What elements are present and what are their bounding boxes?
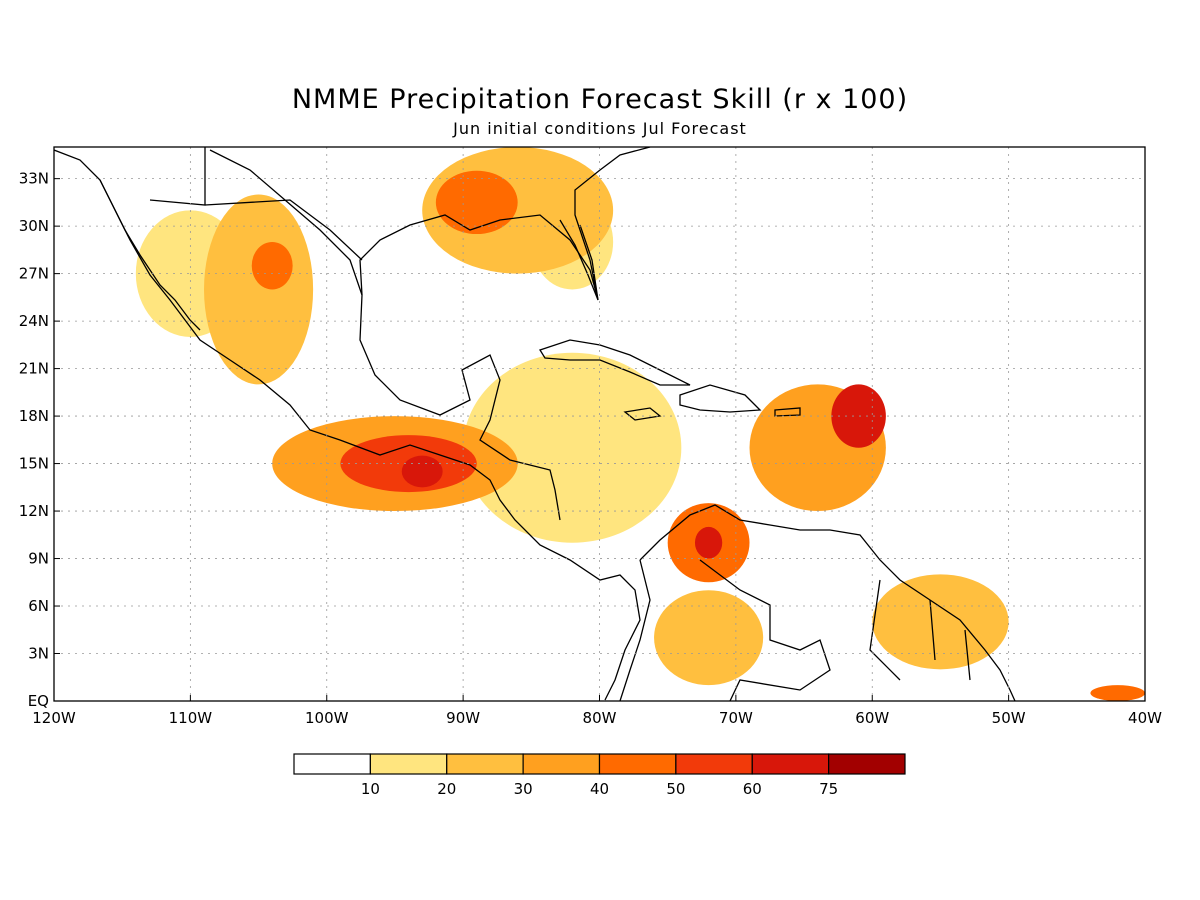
coastline-puerto-rico bbox=[774, 407, 801, 417]
lon-tick-label: 100W bbox=[305, 709, 349, 727]
coastline-florida bbox=[559, 219, 599, 301]
coastline-mexico-pacific bbox=[54, 149, 641, 701]
colorbar-label: 50 bbox=[666, 780, 685, 798]
coastline-us-gulf bbox=[359, 147, 651, 301]
lon-tick-label: 70W bbox=[719, 709, 753, 727]
coastline-baja bbox=[99, 179, 201, 331]
colorbar-label: 20 bbox=[437, 780, 456, 798]
colorbar-label: 60 bbox=[743, 780, 762, 798]
colorbar-swatch bbox=[446, 753, 524, 775]
colorbar-label: 10 bbox=[361, 780, 380, 798]
colorbar-label: 30 bbox=[514, 780, 533, 798]
map-subtitle: Jun initial conditions Jul Forecast bbox=[453, 119, 747, 138]
colorbar-swatch bbox=[828, 753, 906, 775]
skill-region bbox=[251, 241, 293, 290]
lat-tick-label: 18N bbox=[19, 407, 49, 425]
colorbar-swatch bbox=[522, 753, 601, 775]
colorbar-swatch bbox=[293, 753, 371, 775]
skill-region bbox=[872, 574, 1009, 670]
skill-region bbox=[463, 352, 682, 543]
colorbar: 10 20 30 40 50 60 75 bbox=[293, 753, 906, 798]
lon-tick-label: 120W bbox=[32, 709, 76, 727]
skill-region bbox=[1090, 685, 1145, 701]
skill-region bbox=[401, 455, 443, 488]
colorbar-swatch bbox=[675, 753, 753, 775]
coastline-jamaica bbox=[623, 407, 662, 421]
skill-region bbox=[204, 194, 314, 385]
colorbar-swatch bbox=[598, 753, 677, 775]
coastline-hispaniola bbox=[679, 384, 762, 413]
lat-tick-label: 6N bbox=[28, 597, 49, 615]
colorbar-swatch bbox=[751, 753, 830, 775]
lon-tick-label: 40W bbox=[1128, 709, 1162, 727]
coastline-cuba bbox=[539, 339, 691, 386]
lon-tick-label: 80W bbox=[583, 709, 617, 727]
lat-tick-label: EQ bbox=[28, 692, 49, 710]
colorbar-label: 40 bbox=[590, 780, 609, 798]
lon-tick-label: 110W bbox=[169, 709, 213, 727]
gridlines bbox=[54, 147, 1145, 701]
coastline-colombia-pacific bbox=[619, 559, 651, 701]
colorbar-swatch bbox=[369, 753, 448, 775]
coastline-gulf bbox=[209, 149, 561, 521]
lon-tick-label: 50W bbox=[992, 709, 1026, 727]
lat-tick-label: 33N bbox=[19, 170, 49, 188]
coastlines bbox=[54, 147, 1016, 701]
skill-shading bbox=[135, 147, 1145, 701]
lat-tick-label: 9N bbox=[28, 550, 49, 568]
lat-tick-label: 24N bbox=[19, 312, 49, 330]
skill-region bbox=[694, 526, 723, 559]
coastline-south-america bbox=[639, 504, 1016, 701]
axis-ticks: 120W 110W 100W 90W 80W 70W 60W 50W 40W EQ 3N 6N 9N 12… bbox=[19, 170, 1162, 727]
lat-tick-label: 12N bbox=[19, 502, 49, 520]
lat-tick-label: 30N bbox=[19, 217, 49, 235]
border-us-mexico bbox=[149, 147, 363, 261]
lat-tick-label: 21N bbox=[19, 360, 49, 378]
lon-tick-label: 60W bbox=[855, 709, 889, 727]
lat-tick-label: 15N bbox=[19, 455, 49, 473]
skill-region bbox=[654, 590, 764, 686]
lon-tick-label: 90W bbox=[446, 709, 480, 727]
lat-tick-label: 27N bbox=[19, 265, 49, 283]
map-title: NMME Precipitation Forecast Skill (r x 1… bbox=[291, 84, 909, 115]
colorbar-label: 75 bbox=[819, 780, 838, 798]
border-south-america bbox=[699, 559, 971, 701]
skill-region bbox=[435, 170, 518, 235]
lat-tick-label: 3N bbox=[28, 645, 49, 663]
